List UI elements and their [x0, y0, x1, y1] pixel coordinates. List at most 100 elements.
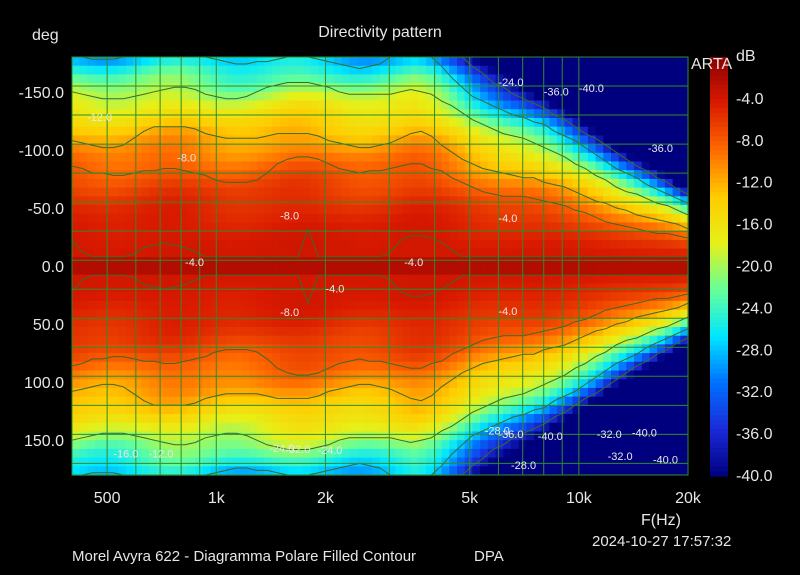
heat-cell — [287, 405, 296, 415]
heat-cell — [649, 422, 658, 433]
heat-cell — [510, 109, 520, 119]
heat-cell — [287, 178, 296, 189]
heat-cell — [595, 266, 604, 276]
heat-cell — [202, 109, 212, 119]
heat-cell — [356, 309, 366, 319]
heat-cell — [95, 318, 104, 328]
heat-cell — [672, 187, 681, 197]
heat-cell — [564, 344, 574, 354]
heat-cell — [326, 152, 335, 163]
heat-cell — [79, 170, 88, 180]
heat-cell — [626, 414, 635, 424]
heat-cell — [256, 405, 266, 415]
heat-cell — [141, 83, 150, 93]
heat-cell — [672, 361, 681, 372]
heat-cell — [441, 344, 450, 354]
heat-cell — [464, 135, 473, 145]
heat-cell — [133, 422, 142, 433]
heat-cell — [487, 387, 497, 398]
heat-cell — [426, 396, 435, 406]
heat-cell — [487, 144, 497, 154]
heat-cell — [387, 231, 396, 241]
heat-cell — [380, 414, 389, 424]
heat-cell — [526, 257, 535, 267]
heat-cell — [110, 161, 119, 171]
heat-cell — [187, 283, 196, 293]
heat-cell — [487, 57, 497, 67]
heat-cell — [380, 187, 389, 197]
heat-cell — [172, 135, 181, 145]
heat-cell — [172, 170, 181, 180]
heat-cell — [156, 178, 165, 189]
heat-cell — [410, 178, 420, 189]
colorbar-step — [710, 420, 728, 426]
heat-cell — [626, 300, 635, 311]
heat-cell — [187, 65, 196, 76]
heat-cell — [495, 187, 504, 197]
heat-cell — [249, 187, 258, 197]
heat-cell — [618, 170, 627, 180]
heat-cell — [118, 161, 127, 171]
heat-cell — [457, 414, 466, 424]
heat-cell — [156, 274, 165, 285]
heat-cell — [341, 231, 350, 241]
heat-cell — [310, 109, 319, 119]
heat-cell — [341, 405, 350, 415]
heat-cell — [333, 126, 343, 136]
heat-cell — [457, 239, 466, 250]
heat-cell — [595, 135, 604, 145]
heat-cell — [341, 370, 350, 380]
heat-cell — [572, 196, 581, 206]
heat-cell — [618, 266, 627, 276]
heat-cell — [341, 152, 350, 163]
heat-cell — [595, 274, 604, 285]
heat-cell — [657, 231, 666, 241]
heat-cell — [218, 257, 227, 267]
heat-cell — [279, 170, 289, 180]
heat-cell — [457, 266, 466, 276]
heat-cell — [657, 379, 666, 389]
heat-cell — [341, 353, 350, 363]
heat-cell — [125, 109, 135, 119]
heat-cell — [233, 135, 242, 145]
heat-cell — [526, 431, 535, 441]
heat-cell — [387, 117, 396, 128]
heat-cell — [303, 309, 312, 319]
heat-cell — [426, 222, 435, 232]
heat-cell — [487, 335, 497, 345]
heat-cell — [495, 387, 504, 398]
heat-cell — [526, 344, 535, 354]
heat-cell — [380, 431, 389, 441]
heat-cell — [403, 74, 412, 84]
heat-cell — [226, 100, 235, 110]
heat-cell — [433, 405, 443, 415]
heat-cell — [87, 170, 96, 180]
heat-cell — [256, 187, 266, 197]
heat-cell — [564, 109, 574, 119]
heat-cell — [649, 353, 658, 363]
heat-cell — [341, 74, 350, 84]
heat-cell — [664, 205, 674, 215]
heat-cell — [202, 91, 212, 102]
heat-cell — [626, 144, 635, 154]
heat-cell — [349, 283, 358, 293]
heat-cell — [580, 178, 589, 189]
colorbar-step — [710, 154, 728, 161]
heat-cell — [149, 117, 158, 128]
heat-cell — [349, 91, 358, 102]
heat-cell — [680, 300, 689, 311]
contour-label: -24.0 — [317, 445, 342, 457]
heat-cell — [464, 370, 473, 380]
heat-cell — [87, 422, 96, 433]
heat-cell — [356, 152, 366, 163]
heat-cell — [664, 466, 674, 476]
heat-cell — [118, 83, 127, 93]
heat-cell — [356, 344, 366, 354]
heat-cell — [657, 135, 666, 145]
heat-cell — [256, 126, 266, 136]
heat-cell — [541, 440, 550, 450]
heat-cell — [149, 396, 158, 406]
heat-cell — [310, 318, 319, 328]
heat-cell — [572, 379, 581, 389]
heat-cell — [564, 196, 574, 206]
